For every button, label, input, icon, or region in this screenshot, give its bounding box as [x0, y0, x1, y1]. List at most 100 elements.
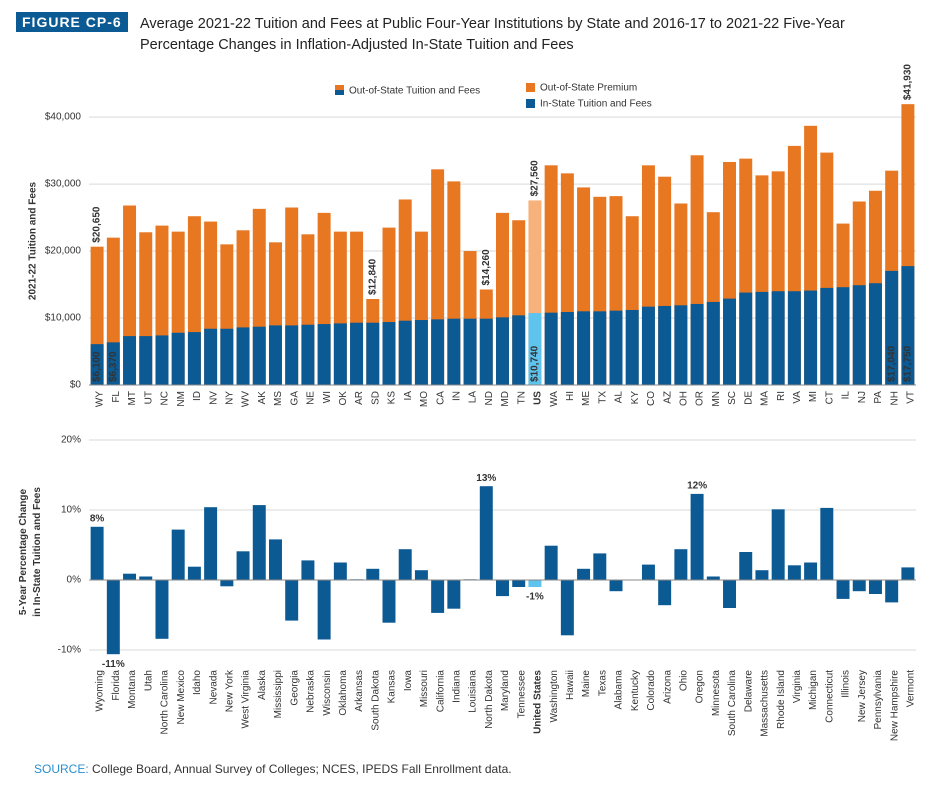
x-tick-label: ID: [192, 391, 203, 401]
x-tick-label: CA: [435, 391, 446, 405]
bar: [804, 562, 818, 580]
legend-label: In-State Tuition and Fees: [540, 99, 652, 110]
bar: [155, 335, 169, 385]
x-tick-label: Iowa: [403, 670, 414, 692]
bar: [544, 545, 558, 580]
bar: [771, 509, 785, 580]
value-label: $17,750: [903, 345, 914, 382]
x-tick-label: Pennsylvania: [873, 670, 884, 730]
bar: [204, 507, 218, 580]
bar: [593, 553, 607, 580]
bar: [528, 580, 542, 587]
y-tick-label: $40,000: [45, 112, 82, 123]
bar: [333, 562, 347, 580]
y-tick-label: $10,000: [45, 313, 82, 324]
x-tick-label: Kansas: [387, 670, 398, 703]
bar: [852, 285, 866, 385]
x-tick-label: CT: [824, 391, 835, 404]
y-tick-label: $0: [70, 380, 82, 391]
x-tick-label: LA: [468, 391, 479, 404]
bar: [560, 580, 574, 636]
x-tick-label: HI: [565, 391, 576, 401]
x-tick-label: NC: [160, 391, 171, 405]
bar: [577, 311, 591, 385]
x-tick-label: Tennessee: [516, 670, 527, 719]
chart-title: Average 2021-22 Tuition and Fees at Publ…: [140, 16, 845, 53]
legend-swatch: [526, 83, 535, 92]
bar: [496, 580, 509, 597]
bar: [187, 332, 201, 385]
bar: [155, 580, 169, 639]
x-tick-label: Massachusetts: [760, 670, 771, 737]
bar: [658, 580, 672, 606]
bar: [171, 332, 185, 385]
x-tick-label: FL: [111, 391, 122, 403]
bar: [755, 291, 769, 385]
bar: [706, 576, 720, 580]
bar: [139, 576, 153, 580]
bar: [885, 580, 899, 603]
x-tick-label: Virginia: [792, 670, 803, 704]
value-label: $6,100: [92, 351, 103, 382]
x-tick-label: Montana: [127, 670, 138, 709]
bar: [577, 568, 591, 580]
x-tick-label: TX: [597, 391, 608, 404]
bar: [479, 486, 493, 580]
y-axis-label: 2021-22 Tuition and Fees: [28, 181, 39, 300]
value-label: $41,930: [903, 64, 914, 101]
bar: [868, 283, 882, 385]
x-tick-label: New Jersey: [857, 670, 868, 722]
bar: [787, 565, 801, 580]
x-tick-label: Nebraska: [306, 670, 317, 713]
figure-label: FIGURE CP-6: [16, 12, 128, 32]
x-tick-label: Arkansas: [354, 670, 365, 712]
x-tick-label: Connecticut: [824, 670, 835, 723]
bar: [447, 580, 461, 609]
x-tick-label: Colorado: [646, 670, 657, 711]
x-tick-label: WY: [95, 391, 106, 407]
bar: [414, 570, 428, 580]
bar: [658, 305, 672, 385]
x-tick-label: MS: [273, 391, 284, 406]
x-tick-label: Alaska: [257, 670, 268, 700]
bar: [609, 310, 623, 385]
bar: [885, 270, 899, 385]
legend-swatch: [526, 99, 535, 108]
x-tick-label: Washington: [549, 670, 560, 722]
legend-label: Out-of-State Tuition and Fees: [349, 86, 480, 97]
x-tick-label: Michigan: [808, 670, 819, 710]
bar: [496, 317, 509, 385]
bar: [820, 507, 834, 580]
bar: [171, 529, 185, 580]
x-tick-label: NY: [224, 391, 235, 405]
bar: [90, 344, 104, 385]
x-tick-label: MA: [760, 391, 771, 406]
bar: [123, 336, 137, 385]
bar: [836, 580, 850, 599]
bar: [771, 291, 785, 385]
x-tick-label: New Mexico: [176, 670, 187, 725]
x-tick-label: MD: [500, 391, 511, 407]
bar: [333, 323, 347, 385]
x-tick-label: Nevada: [208, 670, 219, 705]
x-tick-label: MO: [419, 391, 430, 407]
bar: [674, 305, 688, 385]
x-tick-label: CO: [646, 391, 657, 406]
bar: [268, 539, 282, 580]
y-tick-label: 0%: [67, 575, 82, 586]
x-tick-label: Idaho: [192, 670, 203, 695]
bar: [236, 551, 250, 580]
bar: [723, 580, 737, 608]
value-label: -11%: [102, 659, 125, 670]
bar: [512, 315, 526, 385]
bar: [90, 526, 104, 580]
bar: [868, 580, 882, 594]
bar: [560, 311, 574, 385]
y-tick-label: 10%: [61, 505, 81, 516]
legend-swatch: [335, 90, 344, 95]
source: SOURCE: College Board, Annual Survey of …: [34, 762, 512, 776]
x-tick-label: MI: [808, 391, 819, 402]
bar: [625, 309, 639, 385]
x-tick-label: Minnesota: [711, 670, 722, 717]
